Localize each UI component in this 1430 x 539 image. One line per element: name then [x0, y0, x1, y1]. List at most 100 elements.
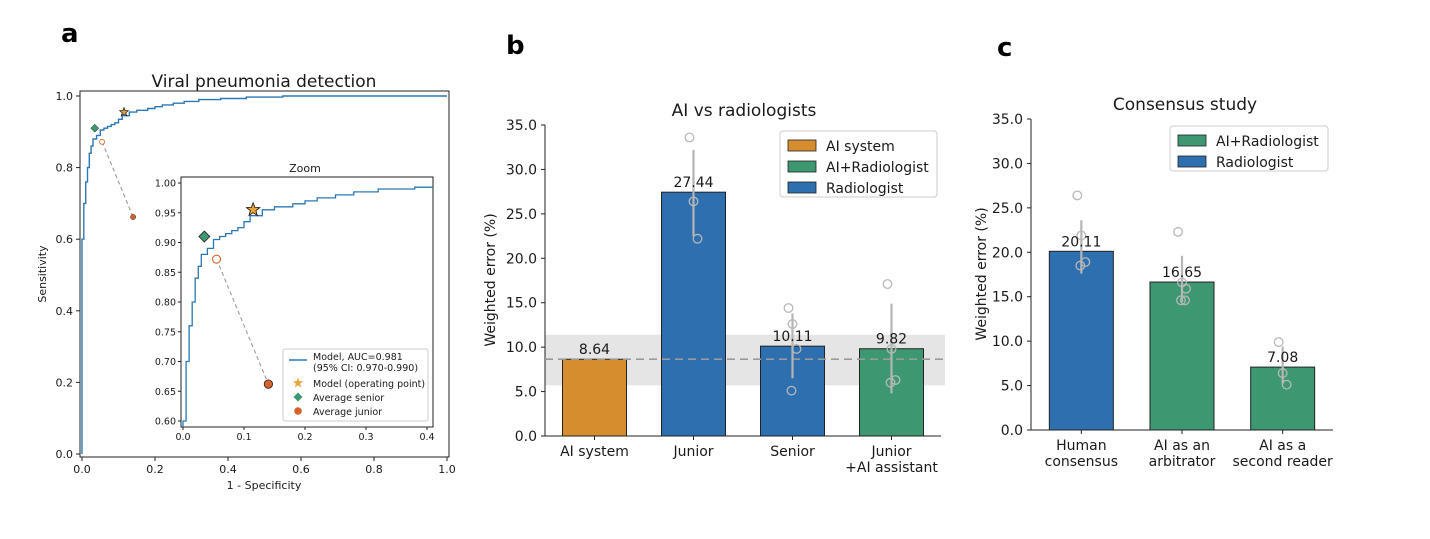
roc-xtick-label: 0.2 — [146, 463, 164, 476]
c-legend-swatch — [1177, 134, 1207, 147]
b-reader-point — [890, 375, 901, 385]
legend-senior-icon — [293, 392, 303, 402]
b-title: AI vs radiologists — [672, 101, 817, 121]
roc-ytick-label: 0.0 — [56, 448, 74, 461]
inset-average-junior-point — [263, 379, 273, 389]
inset-xtick-label: 0.2 — [297, 432, 312, 443]
b-legend-label: Radiologist — [826, 181, 904, 197]
b-reader-point — [886, 343, 897, 354]
b-reader-point — [786, 385, 797, 396]
b-category-label: Senior — [770, 444, 815, 460]
b-ytick-label: 15.0 — [506, 296, 537, 312]
b-bar — [562, 358, 627, 437]
c-reader-point — [1277, 368, 1288, 379]
c-legend-label: Radiologist — [1216, 155, 1294, 171]
b-legend-label: AI+Radiologist — [826, 160, 929, 176]
inset-ytick-label: 0.90 — [155, 238, 176, 249]
c-reader-point — [1080, 257, 1091, 268]
roc-frame — [79, 90, 450, 458]
c-ylabel: Weighted error (%) — [974, 207, 990, 340]
roc-inset: Zoom 0.0 0.1 0.2 0.3 0.4 0.60 0.65 0.70 0.75 0.80… — [155, 162, 435, 443]
inset-xtick-label: 0.0 — [175, 432, 190, 443]
c-legend-swatch — [1177, 155, 1207, 168]
c-reader-point — [1273, 337, 1284, 347]
b-value-label: 8.64 — [579, 342, 610, 358]
inset-operating-point-star — [245, 201, 261, 217]
c-reader-point — [1181, 283, 1191, 294]
roc-xlabel: 1 - Specificity — [227, 479, 302, 492]
inset-ytick-label: 0.75 — [155, 327, 176, 338]
legend-senior-label: Average senior — [313, 393, 384, 404]
c-reader-point — [1075, 260, 1086, 271]
inset-xtick-label: 0.3 — [358, 432, 373, 443]
c-reader-point — [1180, 295, 1190, 306]
b-reader-point — [791, 343, 802, 354]
b-category-label: Junior — [672, 444, 713, 460]
roc-curve — [81, 95, 447, 454]
b-value-label: 10.11 — [772, 329, 812, 345]
b-reader-point — [885, 377, 896, 388]
legend-model-label: Model, AUC=0.981 (95% CI: 0.970-0.990) — [313, 352, 418, 374]
c-legend-label: AI+Radiologist — [1216, 134, 1319, 150]
legend-operating-label: Model (operating point) — [313, 379, 425, 390]
ai-vs-radiologists-panel: AI vs radiologists Weighted error (%) 0.… — [483, 101, 945, 476]
c-ytick-label: 15.0 — [992, 290, 1023, 306]
b-legend-swatch — [787, 181, 817, 194]
c-ytick-label: 0.0 — [1001, 423, 1023, 439]
panel-label-b: b — [506, 31, 525, 61]
c-legend-box — [1169, 125, 1329, 172]
b-legend-swatch — [787, 160, 817, 173]
b-legend-label: AI system — [826, 139, 895, 155]
b-ytick-label: 25.0 — [506, 207, 537, 223]
b-reader-point — [688, 196, 699, 207]
c-category-label: AI as an arbitrator — [1149, 438, 1216, 470]
b-category-label: AI system — [560, 444, 629, 460]
c-reader-point — [1176, 295, 1186, 306]
roc-xtick-label: 1.0 — [438, 463, 456, 476]
roc-ytick-label: 0.4 — [56, 305, 74, 318]
roc-ytick-label: 1.0 — [56, 90, 74, 103]
panel-label-a: a — [61, 19, 79, 49]
inset-ytick-label: 0.70 — [155, 357, 176, 368]
b-reader-point — [882, 279, 893, 290]
c-value-label: 20.11 — [1061, 234, 1101, 250]
b-ytick-label: 5.0 — [515, 385, 537, 401]
roc-main-axes: 0.0 0.2 0.4 0.6 0.8 1.0 0.0 0.2 0.4 0.6 0.8 1.0 — [56, 90, 456, 476]
panel-label-c: c — [997, 33, 1012, 63]
legend-operating-star-icon — [292, 377, 304, 388]
b-ylabel: Weighted error (%) — [483, 213, 499, 346]
c-title: Consensus study — [1113, 95, 1257, 115]
b-ytick-label: 30.0 — [506, 162, 537, 178]
inset-ytick-label: 0.60 — [155, 417, 176, 428]
b-reader-point — [692, 233, 703, 244]
roc-ylabel: Sensitivity — [36, 245, 49, 303]
b-ytick-label: 20.0 — [506, 251, 537, 267]
b-value-label: 9.82 — [876, 332, 907, 348]
c-bar — [1149, 281, 1215, 431]
roc-xtick-label: 0.8 — [365, 463, 383, 476]
inset-legend-box — [282, 348, 429, 422]
junior-change-line — [101, 141, 134, 218]
inset-xtick-label: 0.4 — [419, 432, 434, 443]
c-reader-point — [1173, 226, 1183, 237]
operating-point-star — [118, 106, 130, 117]
c-bar — [1048, 250, 1114, 431]
junior-start-point — [99, 138, 105, 145]
b-reader-point — [783, 303, 794, 313]
roc-xtick-label: 0.4 — [219, 463, 237, 476]
c-ytick-label: 20.0 — [992, 245, 1023, 261]
legend-junior-icon — [294, 407, 302, 415]
inset-ytick-label: 0.85 — [155, 268, 176, 279]
c-reader-point — [1076, 230, 1087, 241]
inset-ytick-label: 1.00 — [155, 179, 176, 190]
b-legend-swatch — [787, 139, 817, 152]
inset-roc-curve — [182, 186, 433, 427]
c-value-label: 7.08 — [1267, 350, 1298, 366]
b-value-label: 27.44 — [673, 175, 713, 191]
roc-xtick-label: 0.0 — [73, 463, 91, 476]
inset-title: Zoom — [289, 162, 321, 175]
average-senior-point — [90, 123, 100, 133]
inset-ytick-label: 0.65 — [155, 387, 176, 398]
c-ytick-label: 25.0 — [992, 201, 1023, 217]
c-ytick-label: 35.0 — [992, 112, 1023, 128]
